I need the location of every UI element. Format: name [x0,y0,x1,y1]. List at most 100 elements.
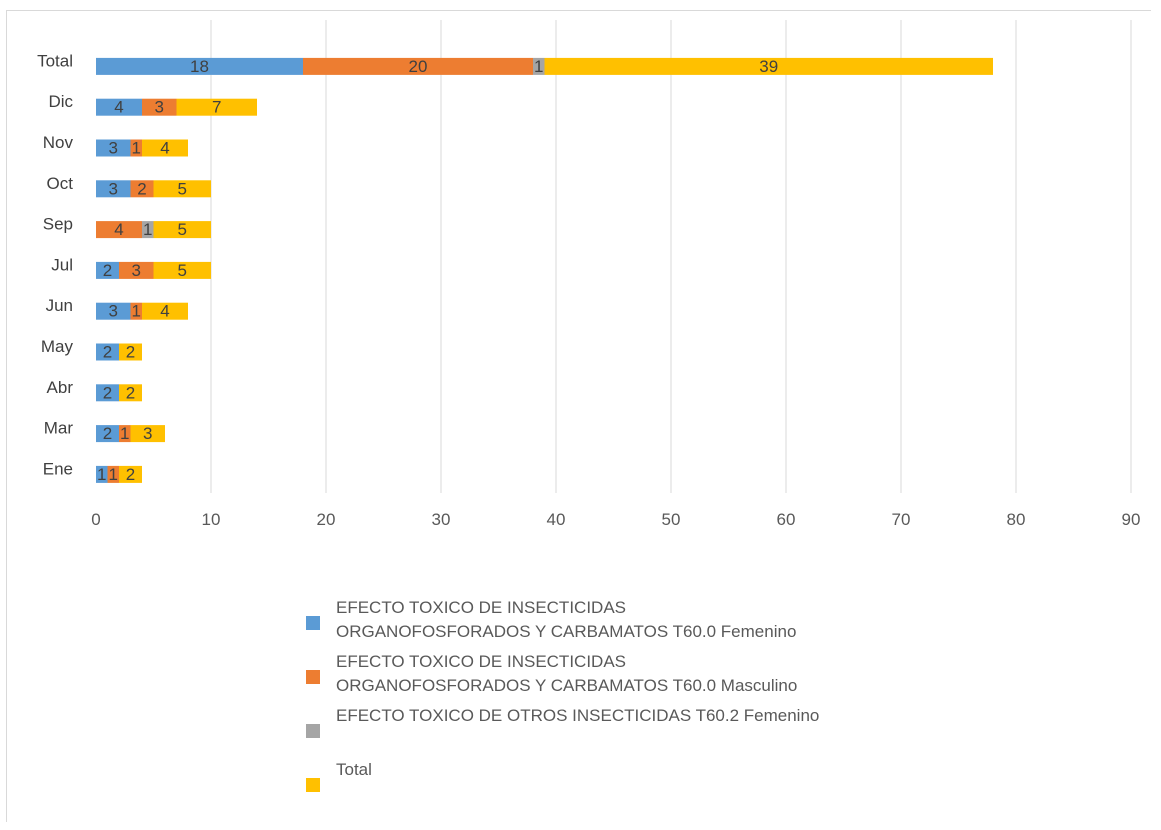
bar-segment [96,98,142,116]
legend-label: EFECTO TOXICO DE OTROS INSECTICIDAS T60.… [336,706,820,725]
data-label: 2 [103,261,112,280]
bar-segment [96,221,142,239]
bar-segment [142,139,188,157]
data-label: 1 [120,424,129,443]
category-label: Nov [43,133,74,152]
data-label: 5 [178,179,187,198]
data-label: 39 [759,57,778,76]
legend-swatch [306,724,320,738]
chart-legend: EFECTO TOXICO DE INSECTICIDAS ORGANOFOSF… [306,596,946,812]
category-label: Jul [51,255,73,274]
data-label: 7 [212,98,221,117]
legend-item: Total [306,758,946,812]
bar-segment [119,343,142,361]
data-label: 5 [178,220,187,239]
bar-segment [544,57,993,75]
x-tick-label: 10 [202,510,221,529]
bar-segment [130,425,165,443]
legend-label: Total [336,760,372,779]
legend-label: EFECTO TOXICO DE INSECTICIDAS ORGANOFOSF… [336,598,797,641]
data-label: 2 [126,465,135,484]
legend-item: EFECTO TOXICO DE INSECTICIDAS ORGANOFOSF… [306,650,946,704]
x-tick-label: 60 [777,510,796,529]
category-label: Mar [44,419,74,438]
data-label: 2 [126,383,135,402]
category-label: May [41,337,74,356]
bar-segment [119,384,142,402]
data-label: 3 [109,139,118,158]
bar-segment [130,139,142,157]
legend-item: EFECTO TOXICO DE OTROS INSECTICIDAS T60.… [306,704,946,758]
bar-segment [153,221,211,239]
data-label: 3 [109,179,118,198]
legend-swatch [306,616,320,630]
bar-segment [533,57,545,75]
category-label: Sep [43,215,73,234]
data-label: 3 [132,261,141,280]
data-label: 5 [178,261,187,280]
legend-swatch [306,778,320,792]
x-tick-label: 70 [892,510,911,529]
bar-segment [96,261,119,279]
data-label: 1 [109,465,118,484]
data-label: 1 [132,302,141,321]
data-label: 20 [409,57,428,76]
data-label: 3 [109,302,118,321]
x-tick-label: 40 [547,510,566,529]
chart-frame [6,10,1151,822]
bar-segment [96,384,119,402]
category-label: Ene [43,459,73,478]
data-label: 1 [143,220,152,239]
category-label: Jun [46,296,73,315]
bar-segment [96,465,108,483]
bar-segment [119,261,154,279]
data-label: 4 [114,220,123,239]
bar-segment [96,343,119,361]
x-tick-label: 20 [317,510,336,529]
data-label: 4 [160,302,169,321]
data-label: 2 [103,424,112,443]
data-label: 2 [126,343,135,362]
data-label: 3 [155,98,164,117]
bar-segment [176,98,257,116]
bar-segment [303,57,533,75]
bar-segment [96,425,119,443]
legend-item: EFECTO TOXICO DE INSECTICIDAS ORGANOFOSF… [306,596,946,650]
data-label: 1 [534,57,543,76]
legend-label: EFECTO TOXICO DE INSECTICIDAS ORGANOFOSF… [336,652,798,695]
bar-segment [96,57,303,75]
bar-segment [96,180,131,198]
bar-segment [130,302,142,320]
bar-segment [142,221,154,239]
data-label: 2 [103,383,112,402]
bar-segment [142,98,177,116]
bar-segment [153,261,211,279]
bar-segment [107,465,119,483]
x-tick-label: 0 [91,510,100,529]
data-label: 2 [103,343,112,362]
x-tick-label: 50 [662,510,681,529]
data-label: 18 [190,57,209,76]
bar-segment [142,302,188,320]
bar-segment [119,465,142,483]
data-label: 4 [160,139,169,158]
bar-segment [153,180,211,198]
legend-swatch [306,670,320,684]
x-tick-label: 80 [1007,510,1026,529]
category-label: Total [37,51,73,70]
data-label: 3 [143,424,152,443]
data-label: 1 [132,139,141,158]
bar-segment [96,139,131,157]
data-label: 1 [97,465,106,484]
data-label: 2 [137,179,146,198]
x-tick-label: 90 [1122,510,1141,529]
data-label: 4 [114,98,123,117]
x-tick-label: 30 [432,510,451,529]
category-label: Dic [48,92,73,111]
category-label: Abr [47,378,74,397]
category-label: Oct [47,174,74,193]
bar-segment [96,302,131,320]
bar-segment [130,180,154,198]
bar-segment [119,425,131,443]
